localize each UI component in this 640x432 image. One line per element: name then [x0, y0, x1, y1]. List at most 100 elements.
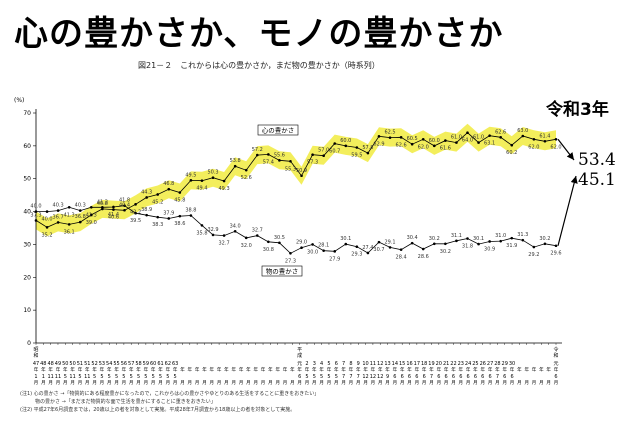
x-month-label: 6	[503, 374, 506, 380]
x-year-unit: 年	[63, 366, 68, 373]
note-3: (注2) 平成27年6月調査までは，20歳以上の者を対象として実施。平成28年7…	[20, 407, 296, 413]
x-month-label: 7	[342, 374, 345, 380]
mono-point	[289, 252, 292, 255]
mono-point	[366, 251, 370, 255]
mono-series-label-box	[261, 265, 303, 277]
x-year-unit: 年	[122, 366, 127, 373]
kokoro-point	[178, 191, 182, 194]
mono-point	[311, 243, 314, 246]
kokoro-point	[344, 144, 348, 148]
mono-point	[355, 245, 359, 249]
kokoro-point	[167, 187, 171, 191]
x-year-label: 54	[106, 361, 112, 367]
x-month-unit: 月	[378, 380, 383, 386]
x-year-unit: 年	[422, 366, 427, 373]
x-year-label: 12	[377, 361, 383, 367]
mono-data-label: 30.5	[274, 235, 285, 241]
mono-data-label: 29.0	[296, 240, 307, 246]
x-year-label: 60	[150, 361, 156, 367]
kokoro-data-label: 59.5	[351, 153, 362, 159]
kokoro-data-label: 61.0	[451, 135, 462, 141]
mono-point	[67, 206, 71, 209]
x-month-unit: 月	[122, 380, 127, 386]
kokoro-data-label: 52.6	[241, 175, 252, 181]
x-month-label: 5	[100, 374, 103, 380]
x-month-label: 5	[159, 374, 162, 380]
mono-data-label: 30.4	[407, 235, 418, 241]
x-year-label: 57	[128, 361, 134, 367]
kokoro-data-label: 35.2	[41, 232, 52, 238]
x-month-unit: 月	[283, 380, 288, 386]
kokoro-point	[222, 179, 226, 183]
y-tick-label: 70	[23, 110, 31, 117]
x-month-label: 7	[496, 374, 499, 380]
kokoro-point	[233, 164, 237, 168]
mono-data-label: 32.0	[241, 243, 252, 249]
mono-series-line	[36, 205, 557, 254]
mono-data-label: 28.6	[418, 254, 429, 260]
x-month-unit: 月	[34, 380, 39, 386]
kokoro-data-label: 50.9	[296, 168, 307, 174]
reiwa-label: 令和3年	[546, 100, 609, 120]
kokoro-point	[189, 179, 193, 182]
mono-point	[255, 234, 259, 237]
kokoro-point	[377, 135, 381, 138]
x-year-label: 21	[443, 361, 449, 367]
mono-point	[322, 249, 325, 252]
arrow-to-kokoro-value	[557, 138, 575, 161]
mono-data-label: 30.8	[263, 247, 274, 253]
kokoro-point	[410, 142, 414, 146]
x-year-label: 14	[392, 361, 398, 367]
x-month-unit: 月	[341, 380, 346, 386]
kokoro-point	[488, 134, 491, 137]
x-year-unit: 年	[466, 366, 471, 373]
mono-point	[444, 242, 447, 246]
x-year-unit: 年	[136, 366, 141, 373]
kokoro-data-label: 42.2	[130, 209, 141, 215]
mono-data-label: 30.2	[440, 249, 451, 255]
kokoro-data-label: 62.5	[384, 130, 395, 136]
x-month-label: 6	[467, 374, 470, 380]
kokoro-point	[45, 226, 49, 229]
x-year-unit: 年	[378, 366, 383, 373]
x-year-unit: 年	[246, 366, 251, 373]
mono-data-label: 30.2	[539, 236, 550, 242]
x-month-unit: 月	[78, 380, 83, 386]
x-year-unit: 年	[224, 366, 229, 373]
kokoro-data-label: 61.4	[539, 133, 550, 139]
x-month-label: 5	[320, 374, 323, 380]
mono-data-label: 31.8	[462, 244, 473, 250]
highlight-band-group	[36, 123, 556, 237]
x-month-unit: 月	[275, 380, 280, 386]
kokoro-point	[333, 142, 337, 145]
kokoro-series-label-text: 心の豊かさ	[262, 126, 295, 135]
mono-point	[211, 233, 215, 237]
x-year-unit: 年	[305, 366, 310, 373]
x-year-unit: 年	[210, 366, 215, 373]
kokoro-point	[200, 179, 204, 182]
x-year-label: 8	[349, 361, 352, 367]
x-year-unit: 年	[217, 366, 222, 373]
x-year-label: 28	[494, 361, 500, 367]
x-month-unit: 月	[297, 380, 302, 386]
x-year-unit: 年	[510, 366, 515, 373]
x-month-label: 11	[47, 374, 53, 380]
kokoro-point	[145, 196, 148, 199]
mono-point	[134, 211, 137, 215]
kokoro-point	[322, 154, 325, 158]
kokoro-data-label: 62.9	[373, 141, 384, 147]
x-month-label: 6	[298, 374, 301, 380]
x-year-unit: 年	[539, 366, 544, 373]
x-month-label: 5	[122, 374, 125, 380]
kokoro-data-label: 61.0	[473, 135, 484, 141]
mono-point	[267, 240, 270, 244]
x-month-label: 11	[55, 374, 61, 380]
kokoro-data-label: 39.0	[86, 220, 97, 226]
x-year-unit: 年	[202, 366, 207, 373]
x-year-unit: 年	[92, 366, 97, 373]
mono-data-label: 41.3	[64, 212, 75, 218]
x-month-label: 5	[108, 374, 111, 380]
kokoro-point	[156, 193, 160, 196]
series-group	[34, 131, 558, 255]
kokoro-data-label: 62.0	[418, 144, 429, 150]
